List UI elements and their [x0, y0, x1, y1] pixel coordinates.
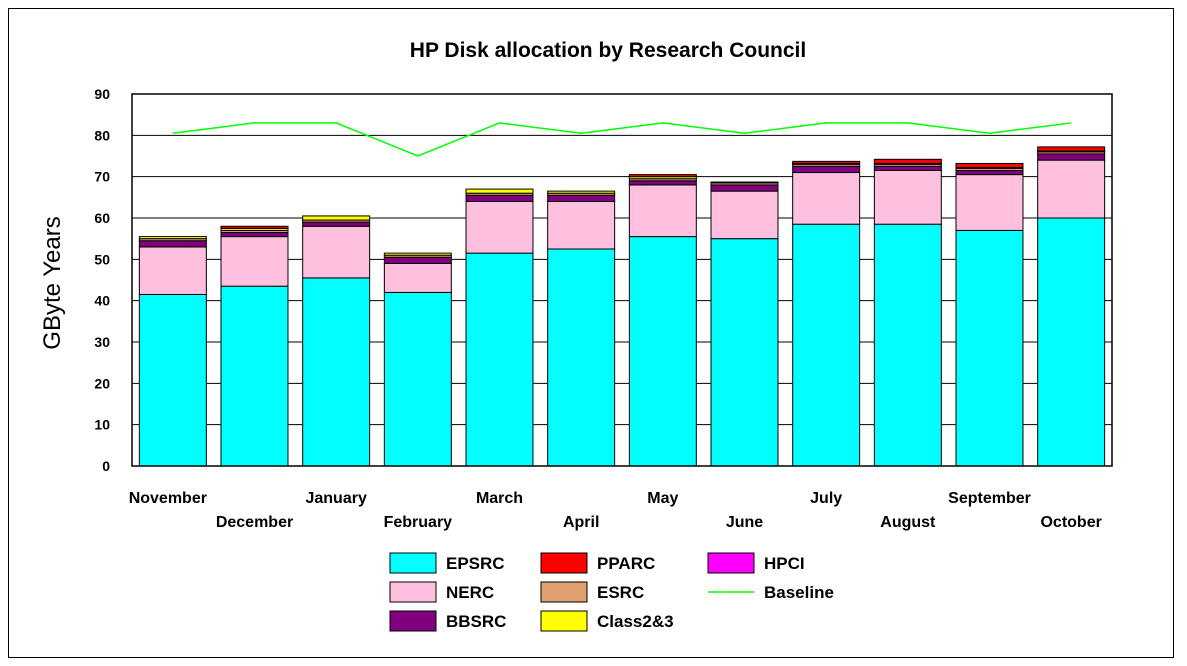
bar-pparc-august: [873, 158, 942, 164]
bar-bbsrc-november: [138, 240, 207, 248]
legend-label-hpci: HPCI: [764, 554, 805, 573]
bar-bbsrc-december: [220, 231, 289, 238]
x-tick-label: January: [305, 490, 366, 507]
legend-swatch-pparc: [540, 552, 588, 574]
bar-epsrc-march: [465, 252, 534, 467]
legend: EPSRC PPARC HPCI NERC ESRC Baseline BBSRC Class…: [389, 552, 834, 632]
bar-bbsrc-july: [792, 165, 861, 174]
bar-bbsrc-june: [710, 184, 779, 192]
bar-class2-3-november: [138, 236, 207, 240]
y-tick-label: 30: [94, 334, 110, 350]
x-tick-label: September: [948, 490, 1031, 507]
plot-area: [131, 93, 1113, 467]
x-tick-label: August: [880, 514, 936, 531]
legend-label-nerc: NERC: [446, 583, 494, 602]
bar-epsrc-august: [873, 223, 942, 467]
bar-nerc-november: [138, 246, 207, 295]
bar-class2-3-march: [465, 188, 534, 194]
bar-class2-3-april: [547, 190, 616, 194]
legend-label-epsrc: EPSRC: [446, 554, 505, 573]
bar-class2-3-february: [383, 252, 452, 256]
x-tick-label: March: [476, 490, 523, 507]
bar-epsrc-february: [383, 291, 452, 467]
bar-bbsrc-september: [955, 169, 1024, 176]
x-tick-label: June: [726, 514, 763, 531]
x-tick-label: July: [810, 490, 842, 507]
legend-swatch-bbsrc: [389, 610, 437, 632]
bar-nerc-september: [955, 174, 1024, 231]
gridlines: [132, 134, 1112, 426]
y-tick-label: 70: [94, 169, 110, 185]
legend-label-bbsrc: BBSRC: [446, 612, 506, 631]
bar-epsrc-november: [138, 293, 207, 467]
bar-epsrc-april: [547, 248, 616, 467]
bar-bbsrc-april: [547, 194, 616, 202]
bar-bbsrc-march: [465, 194, 534, 202]
y-axis-ticks: 0 10 20 30 40 50 60 70 80 90: [94, 86, 110, 474]
legend-label-pparc: PPARC: [597, 554, 655, 573]
y-tick-label: 0: [102, 458, 110, 474]
x-tick-label: October: [1040, 514, 1101, 531]
x-tick-label: April: [563, 514, 599, 531]
bar-epsrc-january: [302, 277, 371, 467]
bar-epsrc-may: [628, 236, 697, 467]
bar-bbsrc-may: [628, 180, 697, 186]
legend-swatch-epsrc: [389, 552, 437, 574]
baseline-layer: [172, 122, 1072, 157]
bar-pparc-december: [220, 225, 289, 229]
x-tick-label: May: [647, 490, 678, 507]
bar-nerc-june: [710, 190, 779, 240]
bar-pparc-july: [792, 160, 861, 164]
bar-nerc-april: [547, 200, 616, 250]
x-axis-ticks: November December January February March Apri…: [129, 490, 1102, 531]
y-tick-label: 40: [94, 293, 110, 309]
bar-bbsrc-february: [383, 256, 452, 264]
y-tick-label: 50: [94, 251, 110, 267]
bar-nerc-october: [1037, 159, 1106, 219]
bar-epsrc-september: [955, 229, 1024, 467]
bar-pparc-may: [628, 174, 697, 178]
bar-epsrc-october: [1037, 217, 1106, 467]
baseline-line: [172, 122, 1072, 157]
bar-bbsrc-october: [1037, 153, 1106, 161]
bar-bbsrc-august: [873, 165, 942, 171]
bar-nerc-july: [792, 172, 861, 225]
bar-epsrc-december: [220, 285, 289, 467]
legend-label-class2-3: Class2&3: [597, 612, 674, 631]
y-axis-label: GByte Years: [39, 216, 66, 349]
x-tick-label: December: [216, 514, 293, 531]
legend-swatch-class2-3: [540, 610, 588, 632]
bar-nerc-january: [302, 225, 371, 279]
y-tick-label: 10: [94, 417, 110, 433]
legend-label-baseline: Baseline: [764, 583, 834, 602]
y-tick-label: 90: [94, 86, 110, 102]
y-tick-label: 20: [94, 375, 110, 391]
bars: [138, 146, 1106, 467]
legend-swatch-esrc: [540, 581, 588, 603]
bar-bbsrc-january: [302, 221, 371, 227]
bar-epsrc-june: [710, 238, 779, 467]
y-tick-label: 60: [94, 210, 110, 226]
bar-nerc-february: [383, 262, 452, 293]
bar-class2-3-june: [710, 181, 779, 184]
legend-swatch-hpci: [707, 552, 755, 574]
bar-nerc-august: [873, 169, 942, 225]
legend-label-esrc: ESRC: [597, 583, 644, 602]
legend-swatch-nerc: [389, 581, 437, 603]
bar-nerc-may: [628, 184, 697, 238]
bar-class2-3-january: [302, 215, 371, 221]
x-tick-label: February: [384, 514, 453, 531]
bar-epsrc-july: [792, 223, 861, 467]
y-tick-label: 80: [94, 127, 110, 143]
bar-nerc-march: [465, 200, 534, 254]
bar-pparc-september: [955, 162, 1024, 169]
x-tick-label: November: [129, 490, 207, 507]
bar-nerc-december: [220, 236, 289, 287]
chart-title: HP Disk allocation by Research Council: [410, 39, 806, 62]
bar-pparc-october: [1037, 146, 1106, 152]
